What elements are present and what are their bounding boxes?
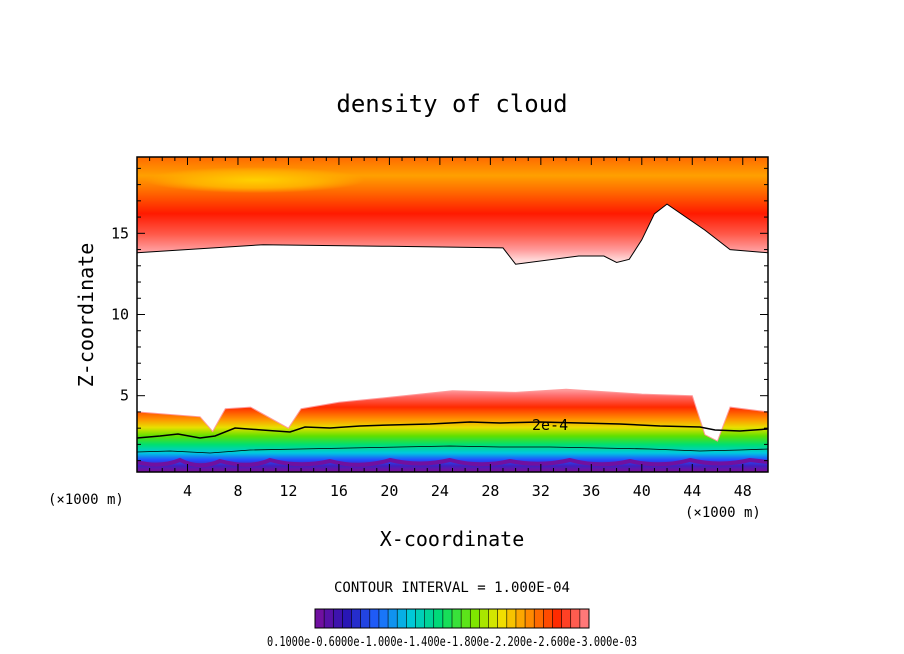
contour-label: 2e-4: [532, 416, 568, 434]
x-tick-label: 24: [431, 482, 449, 500]
contour-interval-text: CONTOUR INTERVAL = 1.000E-04: [334, 580, 570, 596]
colorbar-swatch: [333, 609, 343, 628]
colorbar-swatch: [388, 609, 398, 628]
colorbar-swatch: [470, 609, 480, 628]
lower-cloud-layer: [137, 389, 768, 472]
colorbar-swatch: [488, 609, 498, 628]
x-tick-label: 20: [380, 482, 398, 500]
x-tick-label: 12: [279, 482, 297, 500]
colorbar-swatch: [351, 609, 361, 628]
y-axis-ticks: 5 10 15: [111, 167, 768, 462]
x-tick-label: 28: [481, 482, 499, 500]
colorbar-swatch: [452, 609, 462, 628]
colorbar-swatch: [552, 609, 562, 628]
colorbar-swatch: [397, 609, 407, 628]
x-tick-label: 4: [183, 482, 192, 500]
upper-cloud-base-contour: [137, 203, 768, 265]
contour-line-low: [137, 445, 768, 454]
colorbar-frame: [314, 608, 590, 629]
colorbar-labels: 0.1000e-0.6000e-1.000e-1.400e-1.800e-2.2…: [267, 635, 637, 650]
colorbar-swatch: [570, 609, 581, 628]
colorbar-swatch: [543, 609, 553, 628]
colorbar-swatch: [534, 609, 544, 628]
colorbar-swatch: [579, 609, 590, 628]
colorbar-swatch: [461, 609, 471, 628]
upper-cloud-core: [145, 167, 365, 193]
colorbar: [314, 608, 590, 629]
lower-cloud-top-outline: [137, 388, 768, 442]
y-tick-label: 10: [111, 306, 129, 324]
y-axis-label: Z-coordinate: [74, 243, 98, 388]
chart-title: density of cloud: [336, 90, 567, 118]
x-tick-label: 16: [330, 482, 348, 500]
colorbar-swatch: [406, 609, 416, 628]
x-tick-label: 8: [233, 482, 242, 500]
colorbar-swatch: [424, 609, 434, 628]
colorbar-swatch: [515, 609, 526, 628]
colorbar-swatch: [497, 609, 507, 628]
colorbar-swatch: [442, 609, 453, 628]
colorbar-swatch: [525, 609, 535, 628]
colorbar-swatch: [324, 609, 334, 628]
colorbar-swatch: [433, 609, 444, 628]
x-axis-label: X-coordinate: [380, 527, 525, 551]
colorbar-swatch: [315, 609, 325, 628]
x-tick-label: 48: [734, 482, 752, 500]
x-tick-label: 44: [683, 482, 701, 500]
colorbar-swatch: [561, 609, 571, 628]
colorbar-swatch: [415, 609, 425, 628]
x-tick-label: 36: [582, 482, 600, 500]
colorbar-swatch: [369, 609, 380, 628]
colorbar-swatch: [342, 609, 352, 628]
cloud-base-fringe: [137, 457, 768, 468]
x-tick-label: 40: [633, 482, 651, 500]
y-tick-label: 5: [120, 387, 129, 405]
x-axis-unit-left: (×1000 m): [48, 492, 124, 508]
colorbar-swatch: [479, 609, 489, 628]
colorbar-swatch: [378, 609, 389, 628]
colorbar-swatch: [506, 609, 517, 628]
x-tick-label: 32: [532, 482, 550, 500]
x-axis-unit-right: (×1000 m): [685, 505, 761, 521]
colorbar-swatch: [360, 609, 370, 628]
x-axis-ticks: 4 8 12 16 20 24 28 32 36 40 44 48: [149, 157, 756, 500]
contour-line-2e-4: [137, 421, 768, 439]
y-tick-label: 15: [111, 224, 129, 242]
contour-field: [137, 157, 768, 472]
